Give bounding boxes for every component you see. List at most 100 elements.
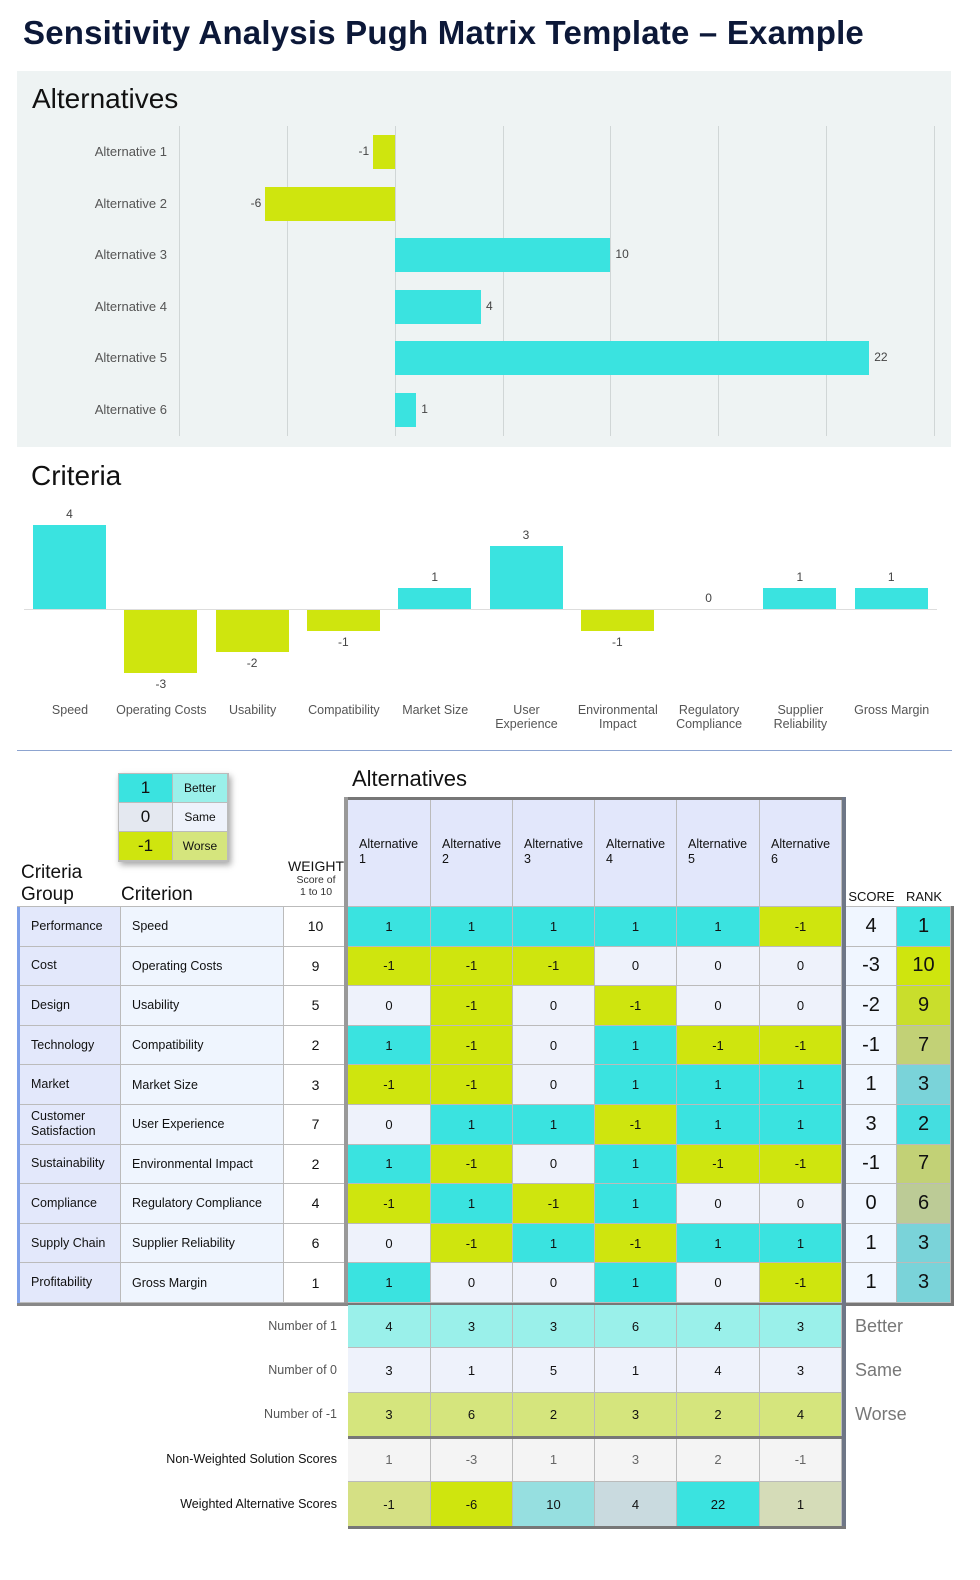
score-cell-alt-1[interactable]: 0 bbox=[348, 1105, 431, 1145]
criteria-group-cell: Design bbox=[20, 986, 121, 1026]
criteria-group-cell: Performance bbox=[20, 907, 121, 947]
alts-top-border bbox=[348, 797, 844, 800]
weight-cell[interactable]: 9 bbox=[284, 946, 348, 987]
score-cell-alt-4[interactable]: 1 bbox=[595, 1065, 677, 1105]
weight-cell[interactable]: 2 bbox=[284, 1144, 348, 1185]
criteria-group-cell: Compliance bbox=[20, 1184, 121, 1224]
summary-cell-alt-2: 3 bbox=[431, 1305, 513, 1348]
weight-cell[interactable]: 4 bbox=[284, 1184, 348, 1224]
score-cell-alt-3[interactable]: 1 bbox=[513, 1105, 595, 1145]
weight-cell[interactable]: 7 bbox=[284, 1105, 348, 1145]
score-cell-alt-5[interactable]: 0 bbox=[677, 1184, 760, 1224]
score-cell-alt-3[interactable]: 0 bbox=[513, 986, 595, 1026]
score-cell-alt-5[interactable]: 1 bbox=[677, 1065, 760, 1105]
score-cell-alt-4[interactable]: 1 bbox=[595, 1025, 677, 1066]
score-cell-alt-3[interactable]: -1 bbox=[513, 1184, 595, 1224]
score-cell-alt-5[interactable]: 0 bbox=[677, 1263, 760, 1303]
weight-cell[interactable]: 6 bbox=[284, 1223, 348, 1264]
score-cell-alt-4[interactable]: -1 bbox=[595, 986, 677, 1026]
score-cell-alt-2[interactable]: -1 bbox=[431, 986, 513, 1026]
score-cell-alt-4[interactable]: 1 bbox=[595, 1144, 677, 1185]
summary-side-label: Better bbox=[855, 1315, 904, 1336]
score-cell-alt-6[interactable]: 0 bbox=[760, 986, 842, 1026]
score-cell-alt-4[interactable]: 0 bbox=[595, 946, 677, 987]
score-cell-alt-3[interactable]: 0 bbox=[513, 1065, 595, 1105]
score-cell-alt-4[interactable]: 1 bbox=[595, 1184, 677, 1224]
weight-cell[interactable]: 3 bbox=[284, 1065, 348, 1105]
data-label: 1 bbox=[796, 570, 804, 585]
data-label: 1 bbox=[421, 402, 428, 416]
summary-cell-alt-2: 6 bbox=[431, 1393, 513, 1437]
score-cell-alt-3[interactable]: 1 bbox=[513, 1223, 595, 1264]
score-cell-alt-3[interactable]: -1 bbox=[513, 946, 595, 987]
score-cell-alt-2[interactable]: 1 bbox=[431, 1105, 513, 1145]
weight-cell[interactable]: 2 bbox=[284, 1025, 348, 1066]
score-cell-alt-5[interactable]: -1 bbox=[677, 1144, 760, 1185]
score-cell-alt-2[interactable]: -1 bbox=[431, 1144, 513, 1185]
score-cell-alt-6[interactable]: 0 bbox=[760, 1184, 842, 1224]
score-cell-alt-2[interactable]: 0 bbox=[431, 1263, 513, 1303]
score-cell-alt-1[interactable]: 1 bbox=[348, 907, 431, 947]
score-cell-alt-3[interactable]: 0 bbox=[513, 1025, 595, 1066]
summary-cell-alt-1: 3 bbox=[348, 1348, 431, 1393]
score-cell-alt-6[interactable]: -1 bbox=[760, 1263, 842, 1303]
score-cell-alt-4[interactable]: -1 bbox=[595, 1105, 677, 1145]
data-label: 10 bbox=[615, 247, 629, 262]
score-cell-alt-6[interactable]: -1 bbox=[760, 1025, 842, 1066]
score-cell-alt-1[interactable]: -1 bbox=[348, 1184, 431, 1224]
legend-value: 1 bbox=[119, 774, 173, 803]
score-cell-alt-3[interactable]: 0 bbox=[513, 1263, 595, 1303]
header-line bbox=[17, 906, 348, 907]
score-cell-alt-1[interactable]: 1 bbox=[348, 1025, 431, 1066]
weight-cell[interactable]: 1 bbox=[284, 1263, 348, 1303]
category-label: Compatibility bbox=[308, 703, 380, 717]
score-cell-alt-1[interactable]: 1 bbox=[348, 1263, 431, 1303]
score-cell-alt-4[interactable]: 1 bbox=[595, 907, 677, 947]
total-score-cell: -3 bbox=[846, 946, 897, 987]
bar-label: Alternative 4 bbox=[94, 298, 167, 314]
summary-cell-alt-4: 6 bbox=[595, 1305, 677, 1348]
legend-value: 0 bbox=[119, 803, 173, 832]
alternative-header-line2: 5 bbox=[688, 852, 695, 866]
score-cell-alt-2[interactable]: -1 bbox=[431, 1025, 513, 1066]
summary-cell-alt-5: 2 bbox=[677, 1437, 760, 1482]
score-cell-alt-1[interactable]: 0 bbox=[348, 1223, 431, 1264]
score-cell-alt-5[interactable]: 0 bbox=[677, 986, 760, 1026]
bar-6 bbox=[489, 546, 563, 609]
summary-label: Number of 1 bbox=[268, 1318, 337, 1333]
score-cell-alt-6[interactable]: -1 bbox=[760, 907, 842, 947]
score-cell-alt-2[interactable]: -1 bbox=[431, 1065, 513, 1105]
weight-cell[interactable]: 10 bbox=[284, 907, 348, 947]
score-cell-alt-2[interactable]: -1 bbox=[431, 946, 513, 987]
score-cell-alt-5[interactable]: 1 bbox=[677, 1105, 760, 1145]
score-cell-alt-5[interactable]: 1 bbox=[677, 907, 760, 947]
score-cell-alt-5[interactable]: 0 bbox=[677, 946, 760, 987]
score-cell-alt-3[interactable]: 0 bbox=[513, 1144, 595, 1185]
score-cell-alt-2[interactable]: 1 bbox=[431, 907, 513, 947]
alternatives-bar-chart: Alternative 1 -1 Alternative 2 -6 Alternativ… bbox=[17, 71, 951, 447]
alternatives-chart-title: Alternatives bbox=[32, 83, 179, 114]
score-cell-alt-2[interactable]: -1 bbox=[431, 1223, 513, 1264]
alts-left-border bbox=[344, 797, 348, 1306]
score-cell-alt-5[interactable]: 1 bbox=[677, 1223, 760, 1264]
score-cell-alt-6[interactable]: -1 bbox=[760, 1144, 842, 1185]
score-cell-alt-1[interactable]: 0 bbox=[348, 986, 431, 1026]
score-cell-alt-2[interactable]: 1 bbox=[431, 1184, 513, 1224]
score-cell-alt-5[interactable]: -1 bbox=[677, 1025, 760, 1066]
score-cell-alt-4[interactable]: 1 bbox=[595, 1263, 677, 1303]
score-cell-alt-6[interactable]: 1 bbox=[760, 1065, 842, 1105]
score-cell-alt-1[interactable]: -1 bbox=[348, 1065, 431, 1105]
score-cell-alt-6[interactable]: 1 bbox=[760, 1105, 842, 1145]
score-cell-alt-1[interactable]: -1 bbox=[348, 946, 431, 987]
score-cell-alt-4[interactable]: -1 bbox=[595, 1223, 677, 1264]
alternative-header-1: Alternative 1 bbox=[348, 800, 431, 907]
rank-cell: 6 bbox=[897, 1184, 951, 1224]
summary-cell-alt-5: 22 bbox=[677, 1482, 760, 1527]
score-cell-alt-6[interactable]: 0 bbox=[760, 946, 842, 987]
category-label: Speed bbox=[51, 703, 89, 717]
criterion-cell: Operating Costs bbox=[121, 946, 284, 987]
weight-cell[interactable]: 5 bbox=[284, 986, 348, 1026]
score-cell-alt-1[interactable]: 1 bbox=[348, 1144, 431, 1185]
score-cell-alt-3[interactable]: 1 bbox=[513, 907, 595, 947]
score-cell-alt-6[interactable]: 1 bbox=[760, 1223, 842, 1264]
